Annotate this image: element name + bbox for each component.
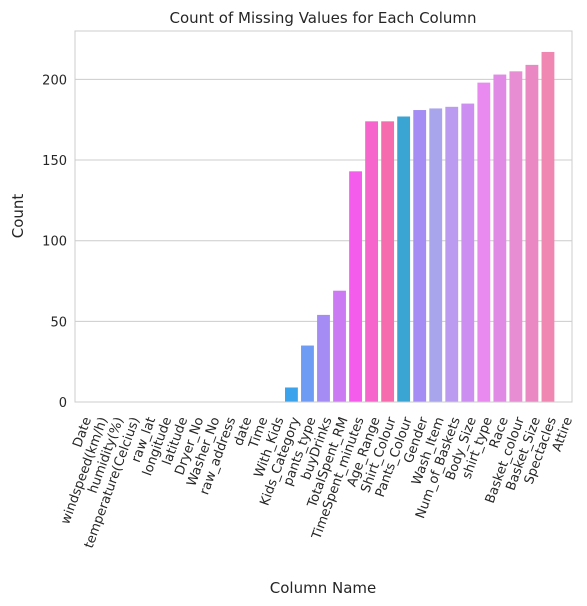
y-tick-label: 0 [59,396,67,411]
plot-frame [74,30,573,403]
bar [317,314,330,402]
bar [349,171,362,402]
y-tick-label: 100 [42,235,67,250]
bar [285,387,298,402]
y-tick-label: 150 [42,154,67,169]
x-axis-label: Column Name [270,579,376,597]
y-tick-labels: 0 50 100 150 200 [42,73,67,411]
y-axis-label: Count [9,194,27,239]
bar [381,121,395,402]
bar [365,121,379,402]
y-tick-label: 50 [50,315,67,330]
bar [461,103,475,402]
bar [429,108,443,402]
bar [541,51,555,402]
bar [413,110,427,403]
bar [477,82,491,402]
bar [509,71,523,403]
bar [493,74,507,402]
x-tick-labels: Datewindspeed(km/h)humidity(%)temperatur… [58,415,576,551]
chart-title: Count of Missing Values for Each Column [169,9,476,27]
bar [525,64,539,403]
bar [445,106,459,402]
y-tick-label: 200 [42,73,67,88]
bar [397,116,411,402]
bars [285,51,555,403]
bar [333,290,346,402]
bar [301,345,314,402]
